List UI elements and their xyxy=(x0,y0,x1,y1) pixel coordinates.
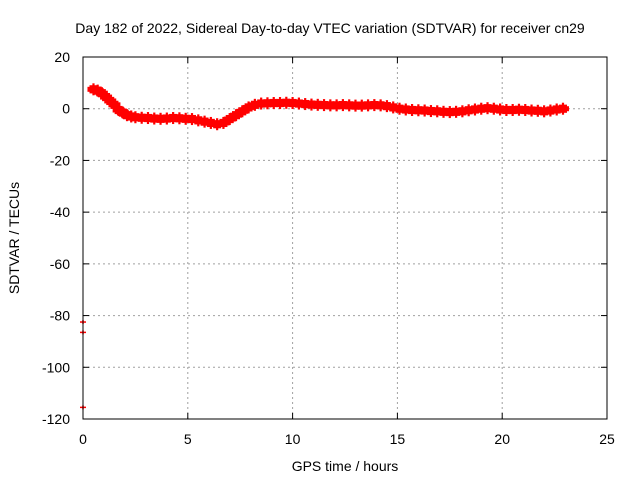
x-tick-label: 5 xyxy=(184,431,192,447)
y-tick-label: 20 xyxy=(54,49,70,65)
tick-labels: 0 5 10 15 20 25 20 0 -20 -40 -60 -80 -100 -120 xyxy=(42,49,615,447)
x-tick-label: 0 xyxy=(79,431,87,447)
x-tick-label: 10 xyxy=(285,431,301,447)
x-axis-label: GPS time / hours xyxy=(292,458,399,474)
y-tick-label: -60 xyxy=(50,256,70,272)
x-tick-label: 25 xyxy=(599,431,615,447)
chart-title: Day 182 of 2022, Sidereal Day-to-day VTE… xyxy=(75,20,585,36)
y-tick-label: -80 xyxy=(50,308,70,324)
plot-frame xyxy=(82,56,608,420)
data-points xyxy=(80,83,569,410)
y-tick-label: -20 xyxy=(50,152,70,168)
y-axis-label: SDTVAR / TECUs xyxy=(6,182,22,294)
data-point xyxy=(556,102,569,115)
axis-ticks xyxy=(82,56,608,420)
x-tick-label: 15 xyxy=(390,431,406,447)
x-tick-label: 20 xyxy=(494,431,510,447)
y-tick-label: -40 xyxy=(50,204,70,220)
y-tick-label: 0 xyxy=(62,101,70,117)
y-tick-label: -100 xyxy=(42,359,70,375)
y-tick-label: -120 xyxy=(42,411,70,427)
